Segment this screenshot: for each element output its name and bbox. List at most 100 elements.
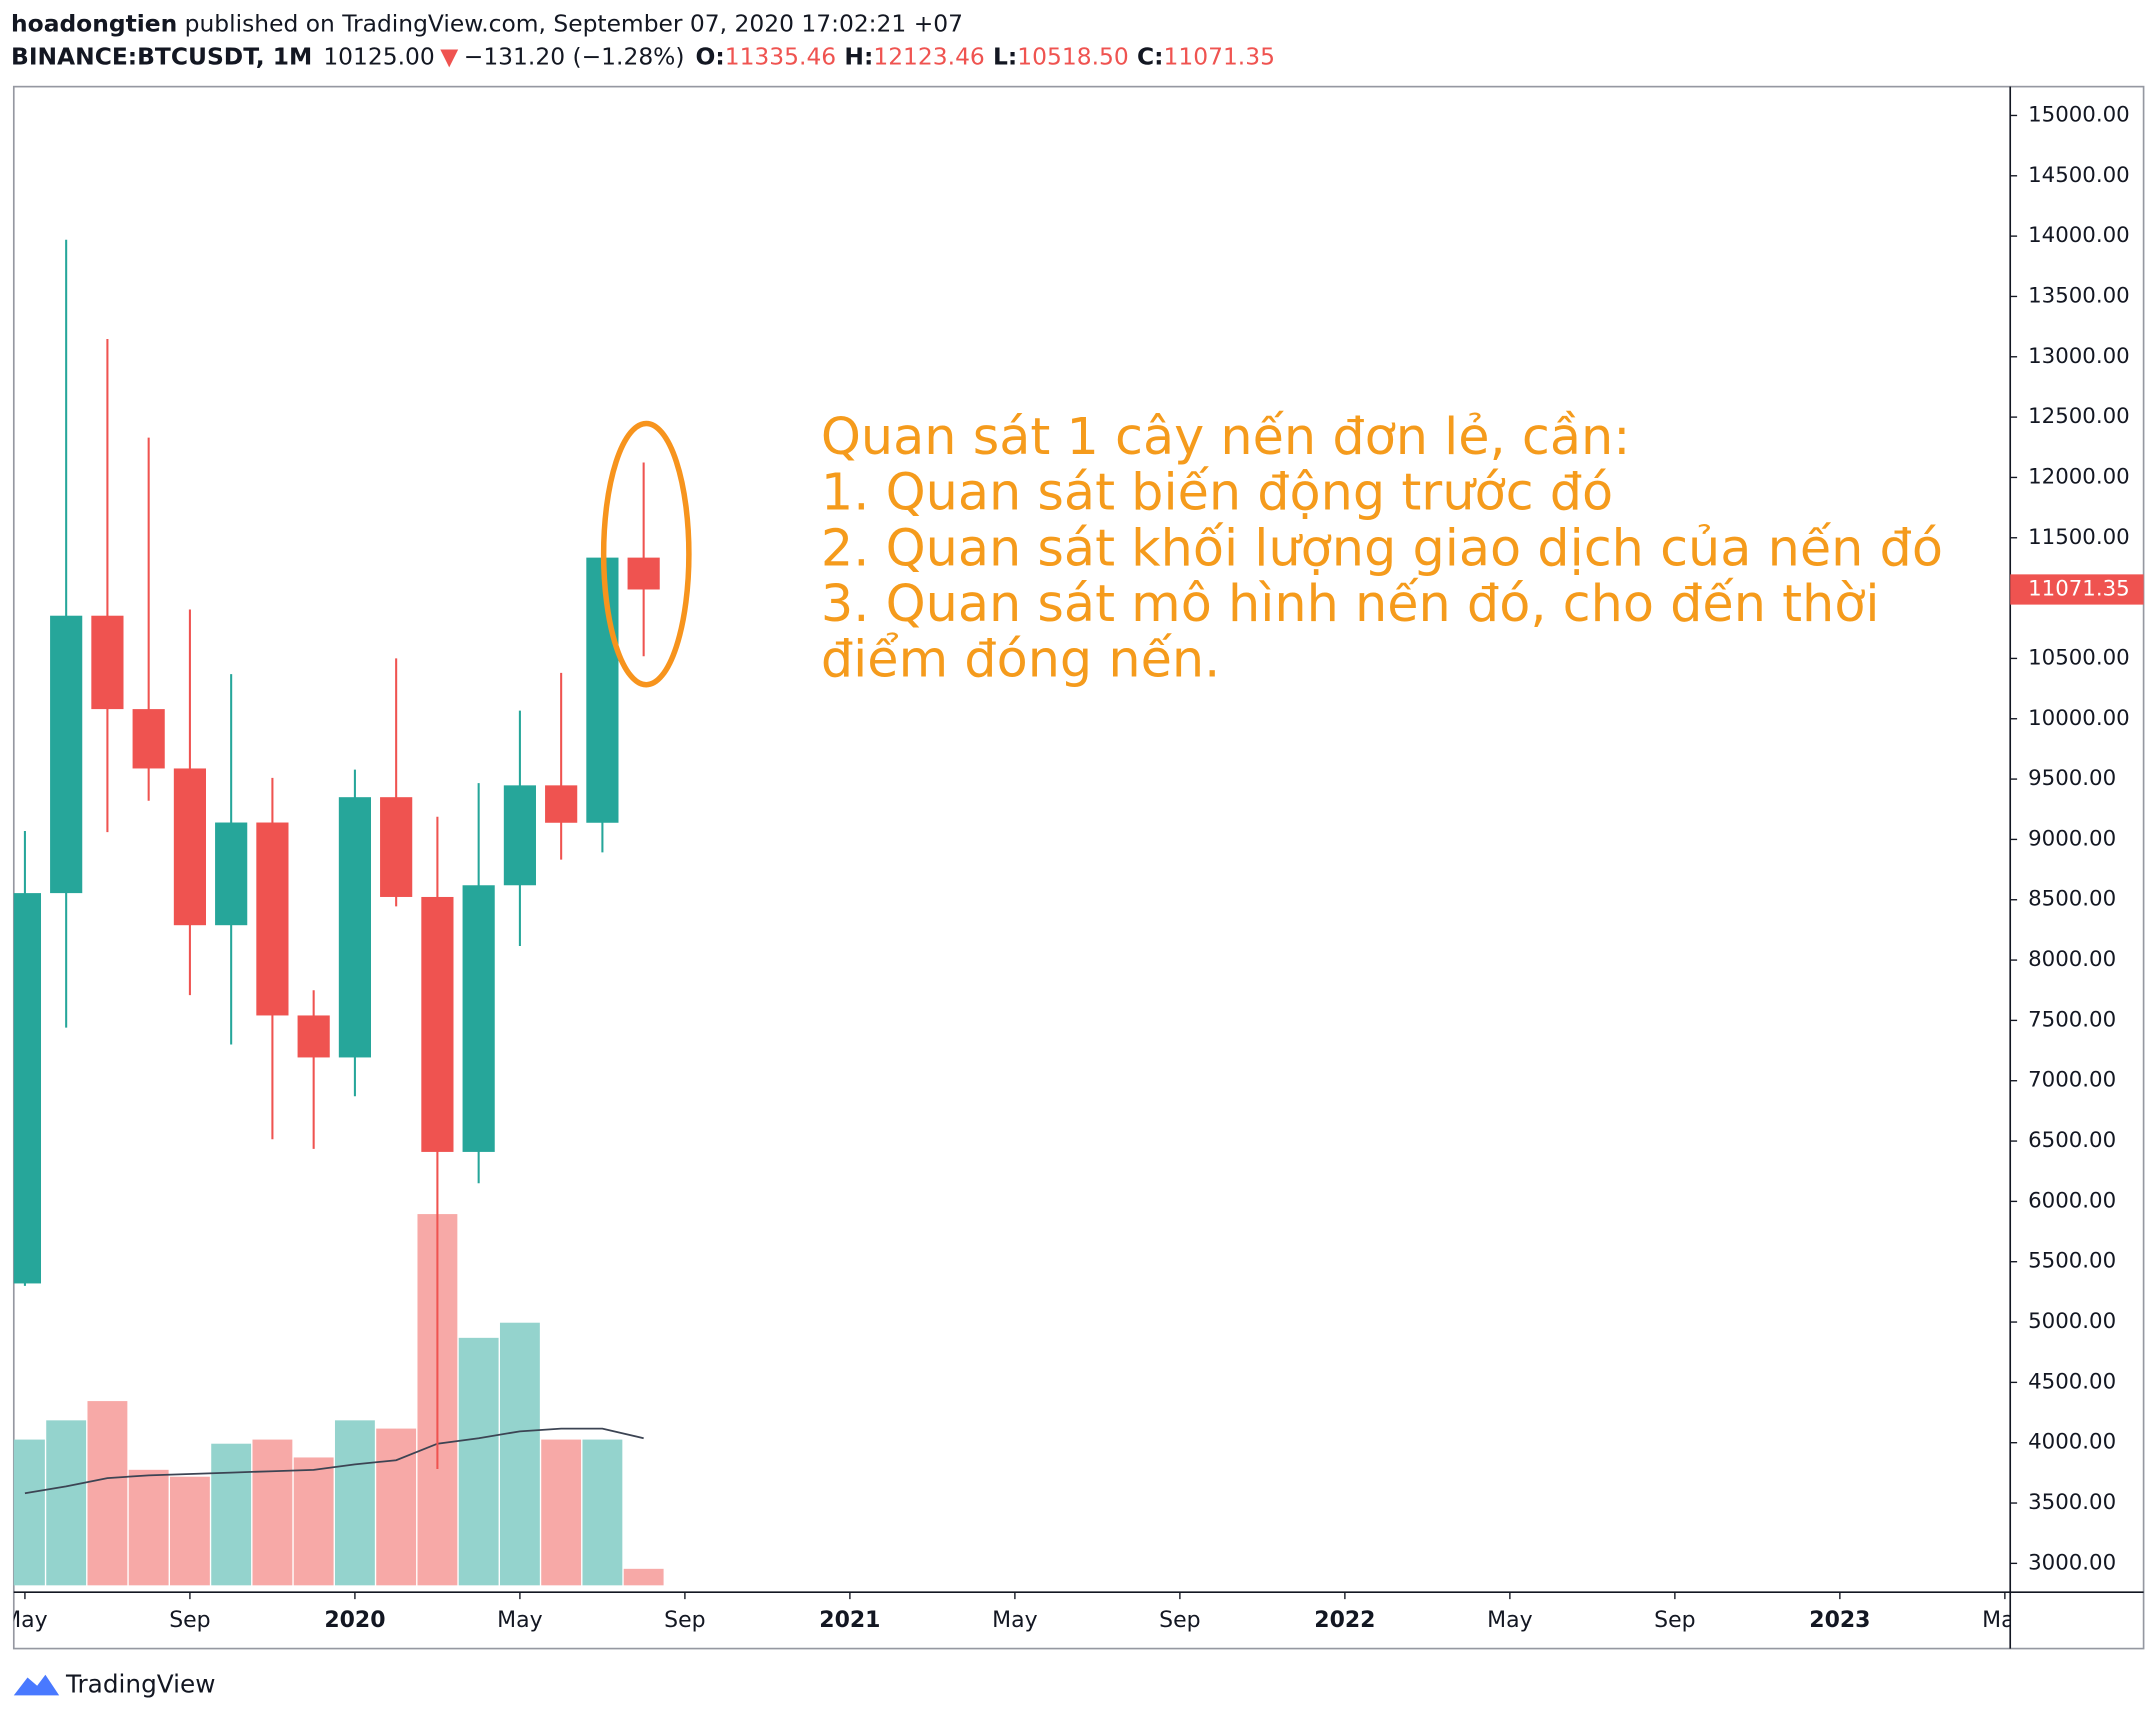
x-tick-label: 2023 [1809,1608,1870,1633]
candle-body [380,797,413,897]
annotation-line: điểm đóng nến. [821,630,1220,689]
published: published on TradingView.com, September … [177,9,963,37]
y-tick-label: 11500.00 [2028,525,2130,550]
x-tick-label: 2020 [324,1608,385,1633]
close-label: C: [1137,42,1164,70]
logo-icon [13,1674,60,1696]
x-tick-label: May [2,1608,47,1633]
high-value: 12123.46 [873,42,984,70]
down-arrow: ▼ [440,42,458,70]
annotation-line: 2. Quan sát khối lượng giao dịch của nến… [821,518,1943,577]
x-tick-label: 2022 [1314,1608,1375,1633]
volume-bar [252,1439,293,1586]
brand: TradingView [65,1670,215,1699]
candle-body [173,768,207,926]
annotation: Quan sát 1 cây nến đơn lẻ, cần:1. Quan s… [600,407,1943,689]
y-tick-label: 5000.00 [2028,1309,2116,1334]
y-tick-label: 14000.00 [2028,223,2130,248]
x-tick-label: May [1982,1608,2027,1633]
volume-ma-line [24,1427,644,1495]
tradingview-logo[interactable]: TradingView [13,1670,216,1699]
y-tick-label: 8500.00 [2028,887,2116,912]
y-tick-label: 7000.00 [2028,1068,2116,1093]
y-tick-label: 10000.00 [2028,706,2130,731]
symbol: BINANCE:BTCUSDT, 1M [11,42,312,70]
y-tick-label: 15000.00 [2028,102,2130,127]
publish-line: hoadongtien published on TradingView.com… [11,9,963,37]
y-tick-label: 9500.00 [2028,766,2116,791]
y-tick-label: 4000.00 [2028,1430,2116,1455]
low-value: 10518.50 [1017,42,1128,70]
x-tick-label: May [497,1608,542,1633]
y-tick-label: 12500.00 [2028,404,2130,429]
close-value: 11071.35 [1164,42,1275,70]
y-tick-label: 6500.00 [2028,1128,2116,1153]
candle-body [91,615,124,710]
volume-bar [582,1439,623,1586]
y-tick-label: 9000.00 [2028,826,2116,851]
last-price-tag [2010,574,2144,605]
time-axis: May Sep 2020 May Sep 2021 May Sep 2022 May Sep 2023… [2,1592,2027,1633]
volume-bar [128,1469,169,1586]
y-tick-label: 14500.00 [2028,163,2130,188]
volume-bar [46,1420,87,1586]
volume-bar [376,1428,417,1586]
candle-body [132,709,165,769]
volume-bar [623,1568,664,1586]
x-tick-label: Sep [664,1608,705,1633]
change: −131.20 (−1.28%) [464,42,685,70]
last-price-label: 11071.35 [2028,576,2130,601]
volume-bar [211,1443,252,1586]
annotation-line: 1. Quan sát biến động trước đó [821,463,1613,522]
chart-frame [12,85,2145,1650]
candle-body [338,797,371,1058]
open-label: O: [696,42,725,70]
low-label: L: [993,42,1017,70]
volume-bar [499,1322,540,1586]
x-tick-label: May [1487,1608,1532,1633]
y-tick-label: 10500.00 [2028,645,2130,670]
y-tick-label: 4500.00 [2028,1369,2116,1394]
candle-body [50,615,83,894]
annotation-line: 3. Quan sát mô hình nến đó, cho đến thời [821,574,1880,633]
candle-body [256,822,289,1016]
last-price: 10125.00 [323,42,434,70]
x-tick-label: Sep [1159,1608,1200,1633]
y-tick-label: 6000.00 [2028,1188,2116,1213]
volume-bar [87,1401,128,1586]
x-tick-label: 2021 [819,1608,880,1633]
volume-bar [334,1420,375,1586]
candle-body [421,896,454,1152]
highlight-ellipse [600,420,692,688]
candle-body [586,557,619,823]
symbol-line: BINANCE:BTCUSDT, 1M 10125.00 ▼ −131.20 (−1.… [11,42,1275,70]
y-tick-label: 13000.00 [2028,344,2130,369]
y-tick-label: 8000.00 [2028,947,2116,972]
plot-area [13,239,664,1586]
y-tick-label: 5500.00 [2028,1249,2116,1274]
y-tick-label: 3500.00 [2028,1490,2116,1515]
y-tick-label: 7500.00 [2028,1007,2116,1032]
volume-bar [293,1457,334,1586]
price-axis: 3000.00 3500.00 4000.00 4500.00 5000.00 5500.… [2010,102,2144,1575]
volume-bar [13,1439,45,1586]
candle-body [215,822,248,926]
author[interactable]: hoadongtien [11,9,177,37]
y-tick-label: 12000.00 [2028,464,2130,489]
annotation-line: Quan sát 1 cây nến đơn lẻ, cần: [821,407,1631,466]
y-tick-label: 3000.00 [2028,1550,2116,1575]
y-tick-label: 13500.00 [2028,283,2130,308]
candle-body [13,893,42,1284]
candle-body [545,785,578,823]
candle-body [462,885,495,1152]
candle-body [297,1015,330,1058]
volume-bar [541,1439,582,1586]
x-tick-label: Sep [1654,1608,1695,1633]
open-value: 11335.46 [725,42,836,70]
x-tick-label: Sep [169,1608,210,1633]
candle-body [503,785,536,886]
high-label: H: [844,42,873,70]
volume-bar [169,1476,210,1586]
volume-bar [458,1337,499,1586]
